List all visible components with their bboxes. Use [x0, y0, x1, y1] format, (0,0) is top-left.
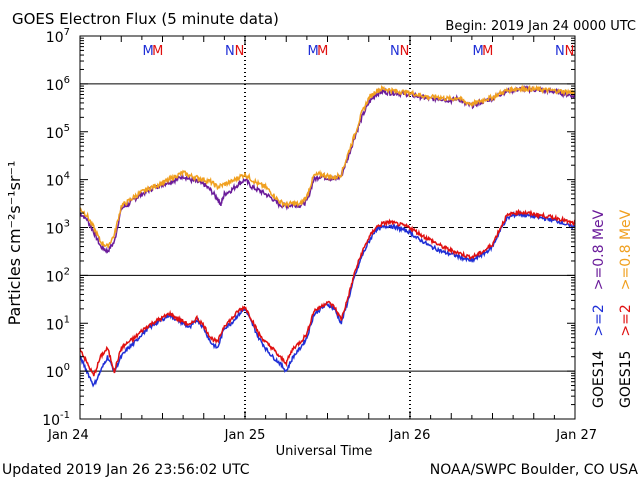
y-tick-label: 102 — [46, 266, 70, 285]
orbit-marker-label: N — [390, 44, 400, 59]
y-tick-label: 107 — [46, 27, 70, 46]
y-tick-label: 100 — [46, 362, 70, 381]
legend-entry: >=2 — [591, 304, 607, 336]
y-tick-label: 101 — [46, 314, 70, 333]
orbit-marker-label: N — [555, 44, 565, 59]
legend-entry: >=0.8 MeV — [618, 209, 634, 290]
legend-entry: >=0.8 MeV — [591, 209, 607, 290]
grid-layer — [80, 36, 575, 419]
orbit-marker-label: N — [400, 44, 410, 59]
legend-column: GOES15 >=2 >=0.8 MeV — [618, 209, 634, 408]
series-layer — [79, 84, 576, 388]
legend-layer: GOES14 >=2 >=0.8 MeV GOES15 >=2 >=0.8 MeV — [591, 209, 634, 408]
chart-title: GOES Electron Flux (5 minute data) — [12, 10, 279, 28]
legend-satellite: GOES15 — [618, 351, 634, 408]
series-line — [79, 208, 576, 377]
updated-label: Updated 2019 Jan 26 23:56:02 UTC — [2, 462, 250, 478]
orbit-marker-label: N — [565, 44, 575, 59]
orbit-marker-label: M — [307, 44, 318, 59]
y-tick-label: 103 — [46, 219, 70, 238]
y-tick-label: 104 — [46, 171, 70, 190]
y-axis-label: Particles cm⁻²s⁻¹sr⁻¹ — [5, 161, 24, 326]
axis-layer: 10-1 100 101 102 103 104 105 106 107 Jan 24 Jan 25… — [42, 27, 597, 443]
y-tick-label: 10-1 — [42, 410, 70, 429]
y-tick-label: 105 — [46, 123, 70, 142]
orbit-marker-label: M — [482, 44, 493, 59]
orbit-marker-layer: MM N N MM N N MM N N — [142, 44, 575, 59]
legend-column: GOES14 >=2 >=0.8 MeV — [591, 209, 607, 408]
source-label: NOAA/SWPC Boulder, CO USA — [430, 462, 639, 478]
orbit-marker-label: M — [152, 44, 163, 59]
x-tick-label: Jan 27 — [555, 428, 597, 443]
x-axis-label: Universal Time — [276, 444, 373, 459]
orbit-marker-label: M — [317, 44, 328, 59]
series-line — [79, 84, 576, 248]
orbit-marker-label: M — [472, 44, 483, 59]
begin-label: Begin: 2019 Jan 24 0000 UTC — [445, 19, 636, 34]
x-tick-label: Jan 24 — [47, 428, 89, 443]
y-tick-label: 106 — [46, 75, 70, 94]
orbit-marker-label: N — [235, 44, 245, 59]
x-tick-label: Jan 26 — [389, 428, 431, 443]
x-tick-label: Jan 25 — [224, 428, 266, 443]
orbit-marker-label: M — [142, 44, 153, 59]
orbit-marker-label: N — [225, 44, 235, 59]
legend-satellite: GOES14 — [591, 350, 607, 408]
legend-entry: >=2 — [618, 304, 634, 336]
